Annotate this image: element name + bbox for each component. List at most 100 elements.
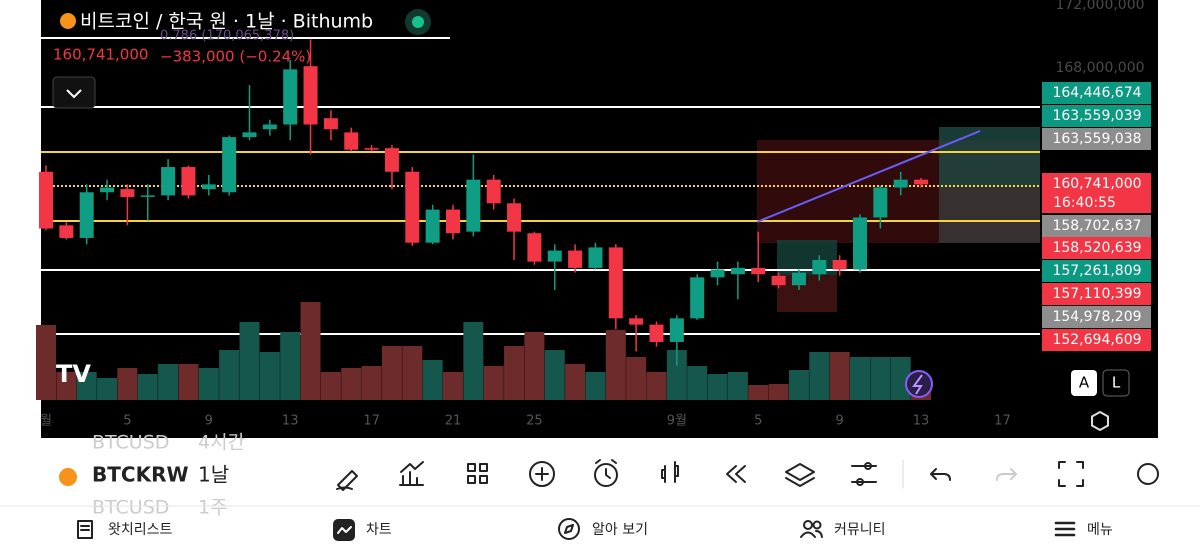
- volume-bar: [605, 330, 626, 400]
- price-tag: [1042, 105, 1151, 127]
- volume-bar: [443, 372, 463, 400]
- log-label: L: [1112, 374, 1121, 392]
- candle-body: [405, 171, 420, 243]
- volume-bar: [280, 332, 301, 400]
- nav-item[interactable]: 왓치리스트: [108, 522, 173, 538]
- candle-body: [812, 260, 827, 275]
- layers-tool[interactable]: [785, 463, 815, 487]
- x-tick-label: 5: [754, 414, 762, 429]
- change: −383,000 (−0.24%): [160, 48, 311, 66]
- price-tag-label: 154,978,209: [1052, 309, 1141, 325]
- symbol[interactable]: BTCUSD: [92, 497, 169, 519]
- interval[interactable]: 4시간: [198, 432, 245, 454]
- redo-tool[interactable]: [996, 468, 1017, 481]
- candle-body: [568, 250, 583, 268]
- symbol[interactable]: BTCUSD: [92, 432, 169, 454]
- volume-bar: [36, 325, 56, 400]
- price-axis: 172,000,000 168,000,000 164,446,674 163,559…: [1042, 0, 1151, 351]
- candle-body: [364, 148, 379, 150]
- candle-body: [730, 267, 745, 275]
- candle-body: [323, 118, 338, 130]
- candle-body: [201, 184, 216, 190]
- candle-body: [140, 195, 155, 197]
- candle-body: [466, 179, 481, 232]
- volume-bar: [524, 332, 545, 400]
- candle-body: [303, 66, 318, 125]
- volume: [36, 302, 932, 400]
- price-tag: [1042, 173, 1151, 213]
- x-tick-label: 21: [445, 414, 462, 429]
- volume-bar: [504, 346, 525, 400]
- candle-body: [100, 187, 115, 193]
- interval[interactable]: 1주: [198, 497, 228, 519]
- volume-bar: [402, 346, 423, 400]
- interval[interactable]: 1날: [198, 463, 229, 487]
- settings-tool[interactable]: [851, 465, 877, 483]
- candle-body: [608, 247, 623, 319]
- undo-tool[interactable]: [930, 468, 951, 481]
- candle-body: [751, 267, 766, 275]
- nav-icons: [77, 518, 1076, 541]
- volume-bar: [259, 352, 280, 400]
- volume-bar: [850, 357, 870, 400]
- price-tag: [1042, 306, 1151, 328]
- symbol[interactable]: BTCKRW: [92, 463, 189, 487]
- price-tag: [1042, 82, 1151, 104]
- more-tool[interactable]: [1137, 463, 1159, 485]
- log-button[interactable]: [1102, 369, 1130, 397]
- fullscreen-tool[interactable]: [1058, 461, 1084, 487]
- nav-item[interactable]: 커뮤니티: [834, 522, 886, 538]
- nav-icon: [803, 520, 813, 530]
- candle-body: [120, 189, 135, 197]
- nav-item[interactable]: 메뉴: [1087, 522, 1113, 538]
- bar-type-tool[interactable]: [661, 461, 679, 483]
- layout-tool[interactable]: [467, 463, 488, 484]
- alert-tool[interactable]: [594, 463, 618, 487]
- collapse-button[interactable]: [52, 76, 96, 109]
- nav-item[interactable]: 차트: [366, 522, 392, 538]
- volume-bar: [788, 370, 809, 400]
- auto-button[interactable]: [1071, 370, 1097, 396]
- candles: [39, 39, 929, 366]
- price-tag-label: 152,694,609: [1052, 332, 1141, 348]
- fib-label: 0.786 (170,065,378): [160, 29, 294, 44]
- volume-bar: [219, 350, 240, 400]
- candle-body: [425, 209, 440, 243]
- long-zone: [939, 127, 1040, 187]
- add-tool[interactable]: [529, 461, 555, 487]
- countdown: 16:40:55: [1053, 195, 1116, 211]
- volume-bar: [585, 372, 606, 400]
- nav-icon: [77, 520, 93, 539]
- nav-item[interactable]: 알아 보기: [592, 522, 648, 538]
- price-tag-label: 158,702,637: [1052, 218, 1141, 234]
- candle-body: [690, 277, 705, 319]
- candle-body: [39, 171, 53, 229]
- volume-bar: [666, 350, 687, 400]
- volume-bar: [483, 366, 504, 400]
- x-tick-label: 월: [40, 414, 52, 429]
- candle-body: [547, 250, 562, 262]
- volume-bar: [361, 366, 382, 400]
- candle-body: [507, 203, 522, 232]
- price-tag-label: 163,559,038: [1052, 131, 1141, 147]
- lightning: [912, 374, 923, 395]
- coin-icon: [60, 13, 76, 29]
- x-tick-label: 9: [836, 414, 844, 429]
- lightning-button[interactable]: [905, 370, 933, 398]
- scale-buttons: A L: [1071, 369, 1130, 397]
- chart-title: 비트코인 / 한국 원 · 1날 · Bithumb: [80, 11, 373, 33]
- candle-body: [914, 179, 929, 185]
- x-tick-label: 9월: [667, 414, 687, 429]
- price-tag: [1042, 128, 1151, 150]
- indicators-tool[interactable]: [399, 461, 424, 486]
- price-tag-label: 164,446,674: [1052, 85, 1141, 101]
- volume-bar: [463, 322, 484, 400]
- candle-body: [283, 69, 298, 125]
- x-tick-label: 25: [526, 414, 543, 429]
- volume-bar: [870, 357, 891, 400]
- brush-tool[interactable]: [336, 470, 358, 491]
- settings-icon[interactable]: [1091, 410, 1109, 432]
- replay-tool[interactable]: [726, 465, 746, 483]
